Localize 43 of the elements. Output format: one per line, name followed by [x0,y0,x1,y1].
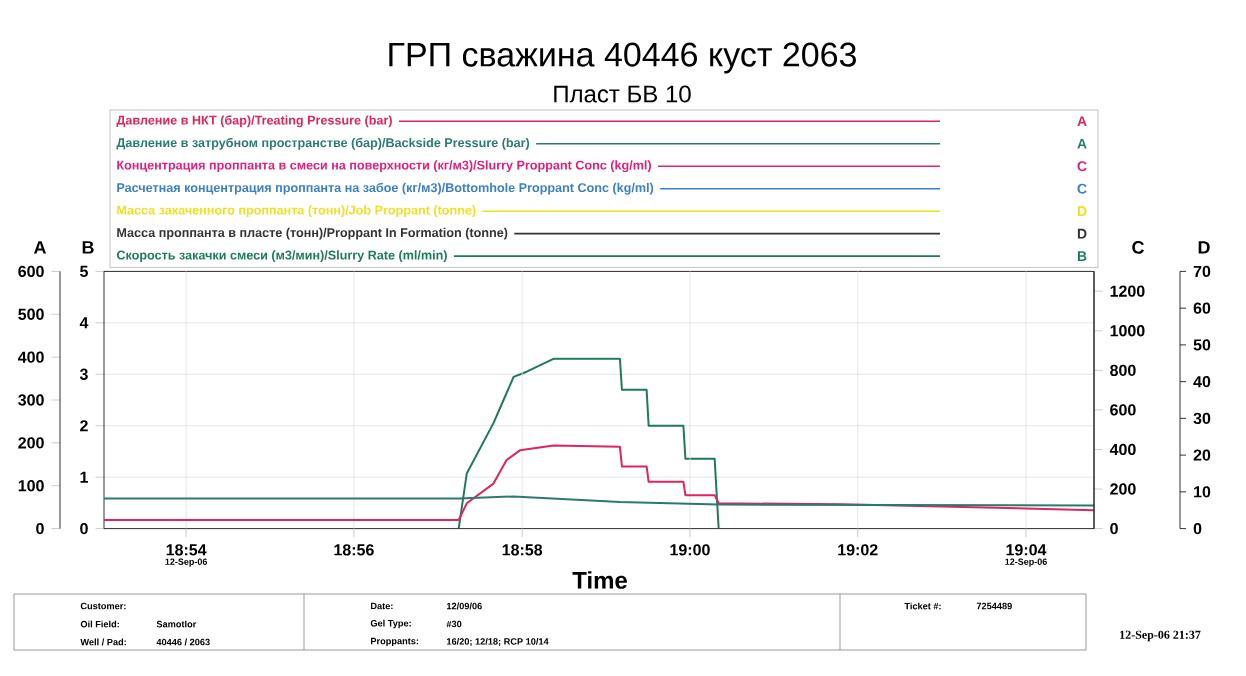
text: 70 [1193,265,1211,278]
y3-tick-label: 1200 [1110,285,1145,297]
y2-axis-title: B [82,241,94,254]
y2-tick-label: 5 [80,265,88,277]
y2-tick-label: 4 [79,317,89,329]
text: 0 [1193,522,1202,535]
y3-tick-label: 800 [1110,364,1136,376]
y-tick-label: 300 [18,394,44,406]
x-tick-label: 19:04 [1006,544,1047,556]
y2-tick-label: 1 [80,471,88,483]
x-tick-label: 19:02 [838,544,878,556]
y3-tick-label: 200 [1110,483,1136,495]
y3-axis-title: C [1132,241,1145,254]
y-tick-label: 200 [18,437,44,449]
y3-tick-label: 600 [1110,404,1136,416]
text: 20 [1193,449,1211,461]
text: 40 [1193,375,1211,388]
text: 50 [1193,339,1211,351]
y2-tick-label: 3 [79,368,88,380]
text: 30 [1193,412,1211,425]
x-tick-label: 18:56 [334,544,374,556]
y2-tick-label: 0 [80,522,88,535]
line-series [104,444,1095,522]
text: D [1198,241,1210,254]
y3-tick-label: 0 [1110,522,1118,535]
line-series [457,357,720,529]
y-tick-label: 600 [18,265,44,278]
x-axis-title: Time [572,571,627,589]
y-tick-label: 0 [36,522,44,535]
x-tick-label: 18:58 [502,544,543,556]
text: 60 [1193,302,1211,314]
text: 10 [1194,486,1211,498]
x-tick-label: 18:54 [166,544,207,556]
y-tick-label: 400 [17,351,44,363]
y3-tick-label: 1000 [1110,325,1145,337]
chart-title: ГРП сважина 40446 куст 2063 [389,42,856,74]
y3-tick-label: 400 [1109,443,1136,456]
y-tick-label: 100 [18,480,44,492]
x-tick-label: 19:00 [670,544,710,556]
y-tick-label: 500 [18,308,44,320]
chart-subtitle: Пласт БВ 10 [554,85,691,103]
y2-tick-label: 2 [80,420,88,432]
y-axis-title: A [33,241,47,254]
